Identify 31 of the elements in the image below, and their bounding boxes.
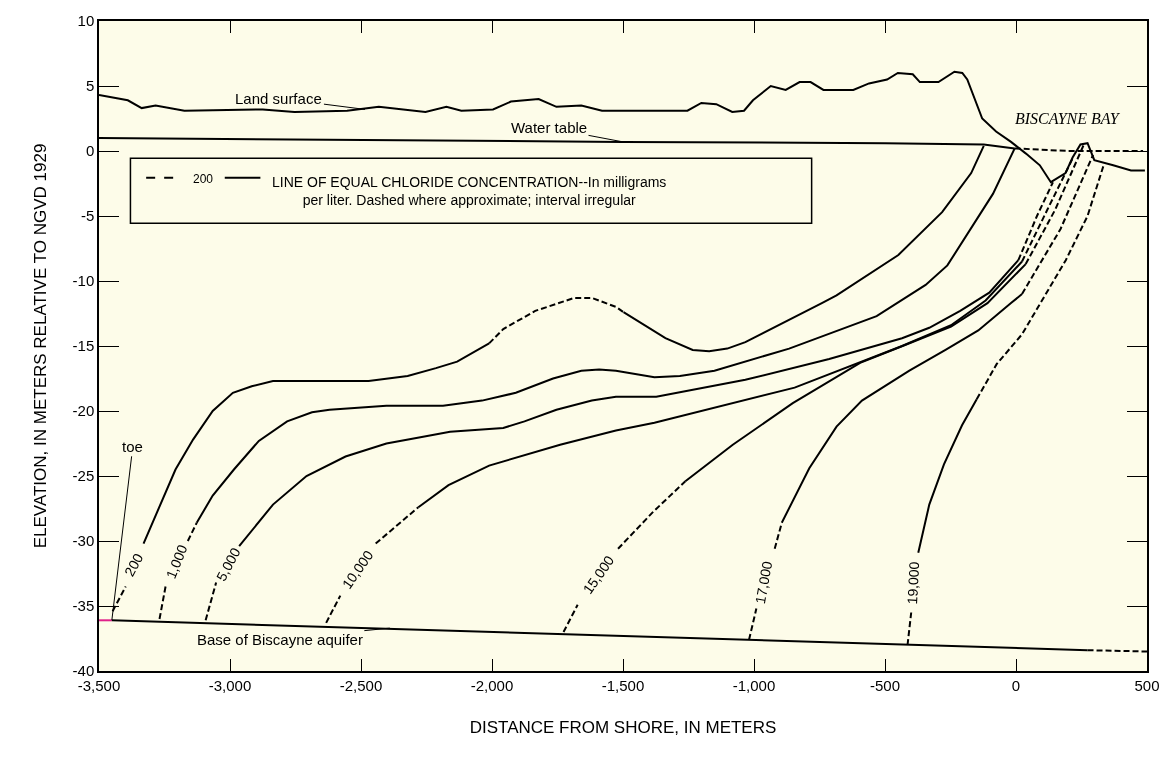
y-tick-label: -25	[72, 467, 95, 485]
x-tick-label: -1,500	[601, 676, 645, 694]
annotation: 1,000	[162, 542, 191, 581]
x-tick-label: -1,000	[732, 676, 776, 694]
y-tick-label: -5	[80, 207, 95, 225]
annotation: 200	[121, 550, 147, 579]
x-tick-label: -2,500	[339, 676, 383, 694]
y-tick-label: 5	[85, 77, 95, 95]
x-tick-label: -3,000	[208, 676, 252, 694]
x-tick-label: -2,000	[470, 676, 514, 694]
y-tick-label: -35	[72, 597, 95, 615]
annotation: Land surface	[235, 90, 322, 107]
annotation: LINE OF EQUAL CHLORIDE CONCENTRATION--In milligrams per liter. Dashed where approximate; interval irregular	[272, 174, 667, 209]
annotation: 19,000	[904, 560, 923, 605]
y-axis-title: ELEVATION, IN METERS RELATIVE TO NGVD 1929	[30, 143, 50, 549]
x-tick-label: -500	[869, 676, 901, 694]
annotation: 200	[193, 172, 214, 186]
annotation: toe	[122, 438, 143, 455]
x-tick-label: 0	[1011, 676, 1021, 694]
y-tick-label: 10	[77, 12, 95, 30]
annotation: BISCAYNE BAY	[1015, 110, 1121, 127]
y-tick-label: -10	[72, 272, 95, 290]
annotation: Base of Biscayne aquifer	[197, 631, 363, 648]
y-tick-label: -30	[72, 532, 95, 550]
x-tick-label: 500	[1134, 676, 1160, 694]
annotation: 17,000	[752, 559, 776, 605]
y-tick-label: -15	[72, 337, 95, 355]
y-tick-label: 0	[85, 142, 95, 160]
annotation: Water table	[511, 119, 588, 136]
y-tick-label: -20	[72, 402, 95, 420]
x-axis-title: DISTANCE FROM SHORE, IN METERS	[469, 717, 777, 737]
